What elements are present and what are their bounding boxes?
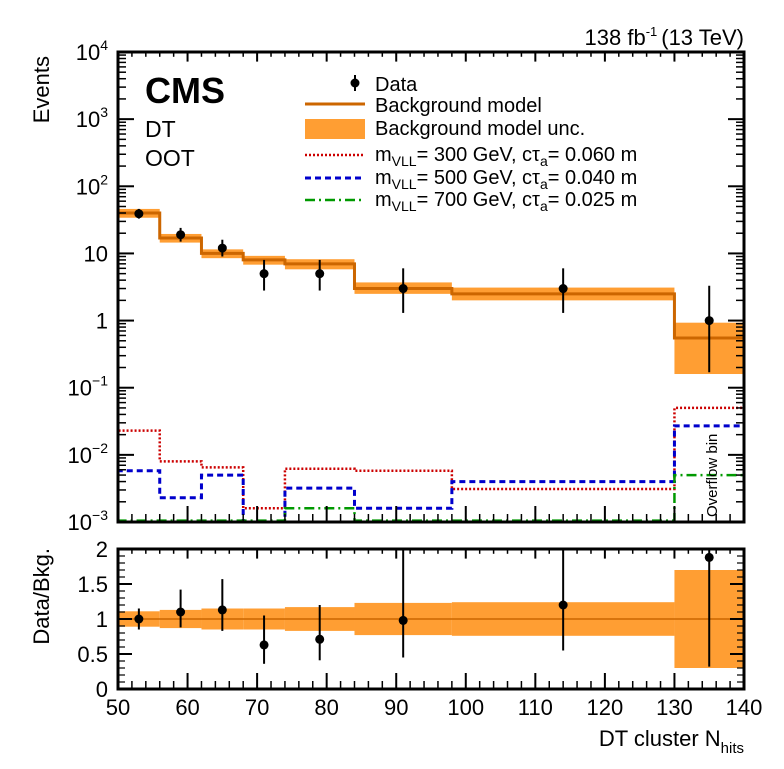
ratio-y-tick-label: 0.5 (77, 642, 108, 667)
ratio-panel: 0 0.5 1 1.5 2 50 60 70 80 90 100 110 120 130 140 (77, 537, 762, 720)
x-tick-label: 90 (384, 695, 408, 720)
legend-data-marker (350, 78, 360, 88)
main-frame (116, 50, 746, 524)
ratio-x-ticks: 50 60 70 80 90 100 110 120 130 140 (106, 549, 763, 720)
ratio-data-point (704, 552, 714, 562)
legend-entry-background-unc: Background model unc. (305, 118, 585, 140)
main-y-tick-label: 102 (76, 171, 108, 199)
data-points (134, 208, 714, 373)
x-tick-label: 140 (726, 695, 763, 720)
ratio-data-point (398, 615, 408, 625)
ratio-data-point (176, 607, 186, 617)
x-tick-label: 60 (175, 695, 199, 720)
ratio-data-point (315, 634, 325, 644)
legend-entry-signal-300: mVLL= 300 GeV, cτa= 0.060 m (305, 144, 637, 169)
data-point (398, 284, 408, 294)
data-point (558, 284, 568, 294)
ratio-y-ticks: 0 0.5 1 1.5 2 (77, 537, 744, 702)
data-point (176, 230, 186, 240)
category-label-dt: DT (145, 116, 176, 142)
cms-label: CMS (145, 70, 225, 111)
background-model-step (116, 211, 744, 522)
main-y-tick-label: 104 (76, 37, 108, 65)
signal-curve-1 (116, 406, 744, 522)
background-uncertainty-band (118, 208, 744, 375)
ratio-y-tick-label: 1.5 (77, 572, 108, 597)
x-axis-label: DT cluster Nhits (599, 726, 744, 757)
data-point (259, 269, 269, 279)
legend-entry-background: Background model (305, 95, 542, 117)
ratio-y-tick-label: 1 (96, 607, 108, 632)
svg-text:Background model unc.: Background model unc. (375, 118, 585, 140)
x-tick-label: 80 (314, 695, 338, 720)
x-tick-label: 70 (245, 695, 269, 720)
svg-text:Data: Data (375, 74, 418, 96)
data-point (134, 209, 144, 219)
ratio-data-point (558, 600, 568, 610)
main-y-tick-label: 10 (84, 241, 108, 266)
category-label-oot: OOT (145, 145, 195, 171)
legend: Data Background model Background model u… (305, 74, 637, 214)
x-tick-label: 100 (447, 695, 484, 720)
data-point (704, 316, 714, 326)
main-y-tick-label: 103 (76, 104, 108, 132)
ratio-y-tick-label: 0 (96, 677, 108, 702)
x-tick-label: 110 (518, 695, 553, 720)
main-x-ticks (117, 52, 745, 522)
ratio-y-axis-label: Data/Bkg. (29, 548, 54, 645)
lumi-energy: (13 TeV) (661, 25, 744, 50)
signal-curve-2 (116, 424, 744, 524)
signal-curves (116, 406, 744, 524)
main-y-tick-label: 1 (96, 309, 108, 334)
ratio-data-point (134, 614, 144, 624)
ratio-data-point (217, 605, 227, 615)
x-tick-label: 120 (587, 695, 624, 720)
ratio-data-points (134, 549, 714, 667)
lumi-label: 138 fb-1 (13 TeV) (585, 24, 744, 50)
main-y-tick-label: 10−1 (68, 373, 109, 401)
svg-text:mVLL= 300 GeV, cτa= 0.060 m: mVLL= 300 GeV, cτa= 0.060 m (375, 144, 637, 169)
overflow-bin-annotation: Overflow bin (704, 434, 721, 517)
svg-text:Background model: Background model (375, 95, 542, 117)
main-y-tick-label: 10−2 (68, 440, 109, 468)
legend-entry-signal-700: mVLL= 700 GeV, cτa= 0.025 m (305, 189, 637, 214)
data-point (315, 269, 325, 279)
ratio-data-point (259, 640, 269, 650)
svg-text:mVLL= 700 GeV, cτa= 0.025 m: mVLL= 700 GeV, cτa= 0.025 m (375, 189, 637, 214)
x-tick-label: 130 (656, 695, 693, 720)
legend-entry-data: Data (350, 74, 418, 96)
svg-text:mVLL= 500 GeV, cτa= 0.040 m: mVLL= 500 GeV, cτa= 0.040 m (375, 167, 637, 192)
x-tick-label: 50 (106, 695, 130, 720)
background-model-line (116, 211, 744, 522)
main-y-tick-label: 10−3 (68, 507, 109, 535)
legend-entry-signal-500: mVLL= 500 GeV, cτa= 0.040 m (305, 167, 637, 192)
main-y-axis-label: Events (29, 56, 54, 123)
ratio-y-tick-label: 2 (96, 537, 108, 562)
data-point (217, 243, 227, 253)
